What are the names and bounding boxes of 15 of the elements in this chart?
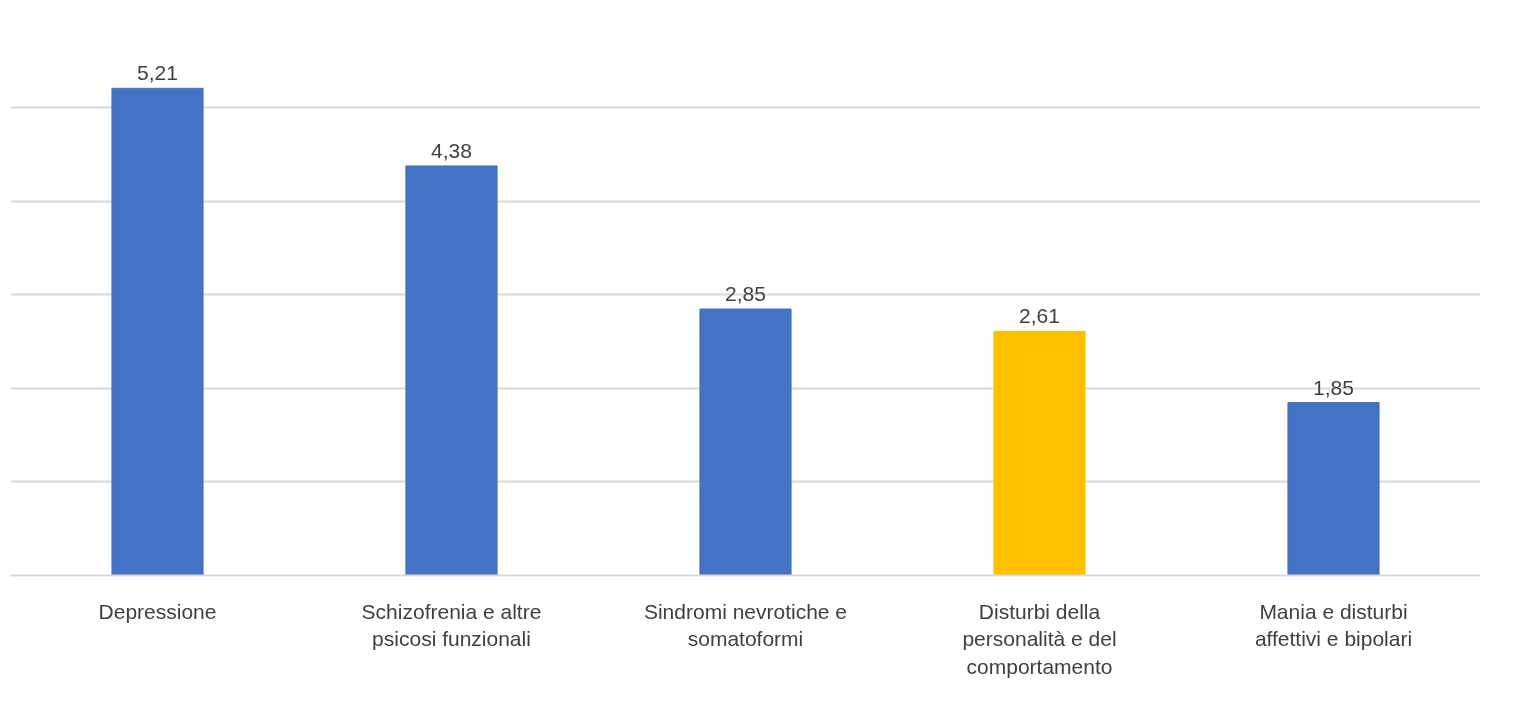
bar [1287,402,1380,576]
bar [699,308,792,576]
bar [111,87,204,576]
bar [405,165,498,576]
data-label: 2,61 [1019,304,1060,328]
data-label: 4,38 [431,138,472,162]
x-tick-label: Schizofrenia e altre psicosi funzionali [361,599,542,651]
data-label: 2,85 [725,282,766,305]
bar [993,330,1086,576]
x-tick-label: Disturbi della personalità e del comportamento [962,599,1117,678]
data-label: 1,85 [1313,375,1354,399]
x-tick-label: Mania e disturbi affettivi e bipolari [1254,599,1413,651]
x-tick-label: Depressione [98,599,217,623]
data-label: 5,21 [137,61,178,85]
x-tick-label: Sindromi nevrotiche e somatoformi [643,599,848,651]
